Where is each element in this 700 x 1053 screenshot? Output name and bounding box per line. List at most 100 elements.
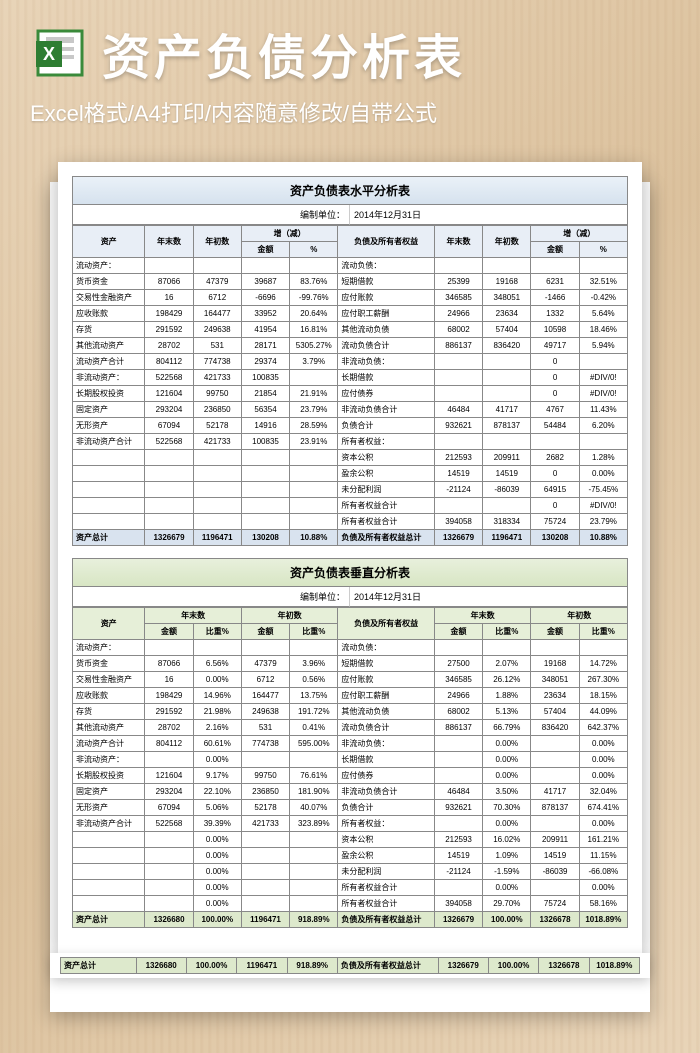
table-cell: 804112	[145, 354, 193, 370]
table-row: 资本公积21259320991126821.28%	[73, 450, 628, 466]
table-cell	[241, 482, 289, 498]
table-cell: 所有者权益合计	[338, 880, 435, 896]
table-cell: 14519	[531, 848, 579, 864]
table-cell: 其他流动资产	[73, 720, 145, 736]
table-cell: 16	[145, 672, 193, 688]
table-cell	[193, 466, 241, 482]
excel-icon: X	[30, 23, 90, 83]
table-cell	[145, 864, 193, 880]
table-cell: 无形资产	[73, 800, 145, 816]
table-cell: 货币资金	[73, 274, 145, 290]
table-cell: -21124	[434, 864, 482, 880]
table-cell	[531, 880, 579, 896]
table-cell	[483, 370, 531, 386]
table-cell: 23634	[531, 688, 579, 704]
table-cell: 负债合计	[338, 418, 435, 434]
table-cell: 未分配利润	[338, 482, 435, 498]
table-cell: 14519	[434, 466, 482, 482]
table-cell: 21.91%	[290, 386, 338, 402]
table-cell	[145, 498, 193, 514]
table-cell: 87066	[145, 656, 193, 672]
table-cell: 46484	[434, 784, 482, 800]
table-cell: 非流动负债：	[338, 736, 435, 752]
table-row: 所有者权益合计0#DIV/0!	[73, 498, 628, 514]
table-cell: 16.81%	[290, 322, 338, 338]
table-cell: 804112	[145, 736, 193, 752]
table-cell: 41954	[241, 322, 289, 338]
table-cell	[193, 498, 241, 514]
org-label: 编制单位：	[73, 205, 350, 225]
table-cell: 5.06%	[193, 800, 241, 816]
col-change2: 增（减）	[531, 226, 628, 242]
table-cell	[290, 864, 338, 880]
table-cell: 68002	[434, 704, 482, 720]
table-cell: 18.15%	[579, 688, 627, 704]
table-cell	[483, 498, 531, 514]
table-cell: 774738	[193, 354, 241, 370]
table-cell: 资产总计	[73, 530, 145, 546]
col-liab: 负债及所有者权益	[338, 226, 435, 258]
col-pct: %	[290, 242, 338, 258]
table-cell: 非流动负债：	[338, 354, 435, 370]
table-cell: 未分配利润	[338, 864, 435, 880]
table-cell: 878137	[531, 800, 579, 816]
table-cell: 19168	[483, 274, 531, 290]
table-cell: -6696	[241, 290, 289, 306]
horizontal-table-wrap: 资产负债表水平分析表 编制单位： 2014年12月31日 资产 年末数 年初数 …	[72, 176, 628, 546]
vcol-liab: 负债及所有者权益	[338, 608, 435, 640]
table-cell: 负债合计	[338, 800, 435, 816]
vertical-table-wrap: 资产负债表垂直分析表 编制单位： 2014年12月31日 资产 年末数 年初数 …	[72, 558, 628, 928]
strip-table: 资产总计 1326680 100.00% 1196471 918.89% 负债及…	[60, 957, 640, 974]
vcol-yearstart: 年初数	[241, 608, 338, 624]
vcol-w4: 比重%	[579, 624, 627, 640]
table-cell: 0	[531, 370, 579, 386]
table-cell	[579, 258, 627, 274]
table-cell: 164477	[241, 688, 289, 704]
table-cell: 99750	[193, 386, 241, 402]
table-row: 其他流动资产28702531281715305.27%流动负债合计8861378…	[73, 338, 628, 354]
table-cell: 短期借款	[338, 656, 435, 672]
table-row: 应收账款1984291644773395220.64%应付职工薪酬2496623…	[73, 306, 628, 322]
table-cell: 盈余公积	[338, 466, 435, 482]
table-cell: 58.16%	[579, 896, 627, 912]
vcol-amt2: 金额	[241, 624, 289, 640]
h-thead: 资产 年末数 年初数 增（减） 负债及所有者权益 年末数 年初数 增（减） 金额…	[73, 226, 628, 258]
table-cell: 87066	[145, 274, 193, 290]
table-row: 非流动资产合计52256842173310083523.91%所有者权益：	[73, 434, 628, 450]
table-cell	[531, 258, 579, 274]
table-cell: -75.45%	[579, 482, 627, 498]
table-cell: 212593	[434, 832, 482, 848]
table-cell: 932621	[434, 800, 482, 816]
table-cell	[434, 768, 482, 784]
table-cell	[483, 258, 531, 274]
table-cell: 2682	[531, 450, 579, 466]
table-cell: 41717	[483, 402, 531, 418]
table-cell: 0.00%	[193, 752, 241, 768]
table-cell: 191.72%	[290, 704, 338, 720]
table-cell: 394058	[434, 514, 482, 530]
table-cell: 流动负债合计	[338, 720, 435, 736]
table-cell	[193, 450, 241, 466]
table-cell: 918.89%	[290, 912, 338, 928]
table-cell	[73, 880, 145, 896]
table-cell	[145, 514, 193, 530]
table-cell: 23.91%	[290, 434, 338, 450]
table-row: 长期股权投资1216049.17%9975076.61%应付债券0.00%0.0…	[73, 768, 628, 784]
table-cell: 非流动资产：	[73, 370, 145, 386]
table-cell: 161.21%	[579, 832, 627, 848]
table-cell: 10598	[531, 322, 579, 338]
table-cell: 11.15%	[579, 848, 627, 864]
table-cell: 41717	[531, 784, 579, 800]
table-cell: 0.00%	[193, 848, 241, 864]
col-pct2: %	[579, 242, 627, 258]
table-cell: 0.56%	[290, 672, 338, 688]
table-cell: 20.64%	[290, 306, 338, 322]
table-row: 盈余公积145191451900.00%	[73, 466, 628, 482]
table-cell: 所有者权益：	[338, 816, 435, 832]
table-cell: 3.79%	[290, 354, 338, 370]
h-tbody: 流动资产：流动负债：货币资金87066473793968783.76%短期借款2…	[73, 258, 628, 546]
table-cell: 27500	[434, 656, 482, 672]
table-cell: 26.12%	[483, 672, 531, 688]
table-cell: 2.16%	[193, 720, 241, 736]
table-cell: 0	[531, 466, 579, 482]
